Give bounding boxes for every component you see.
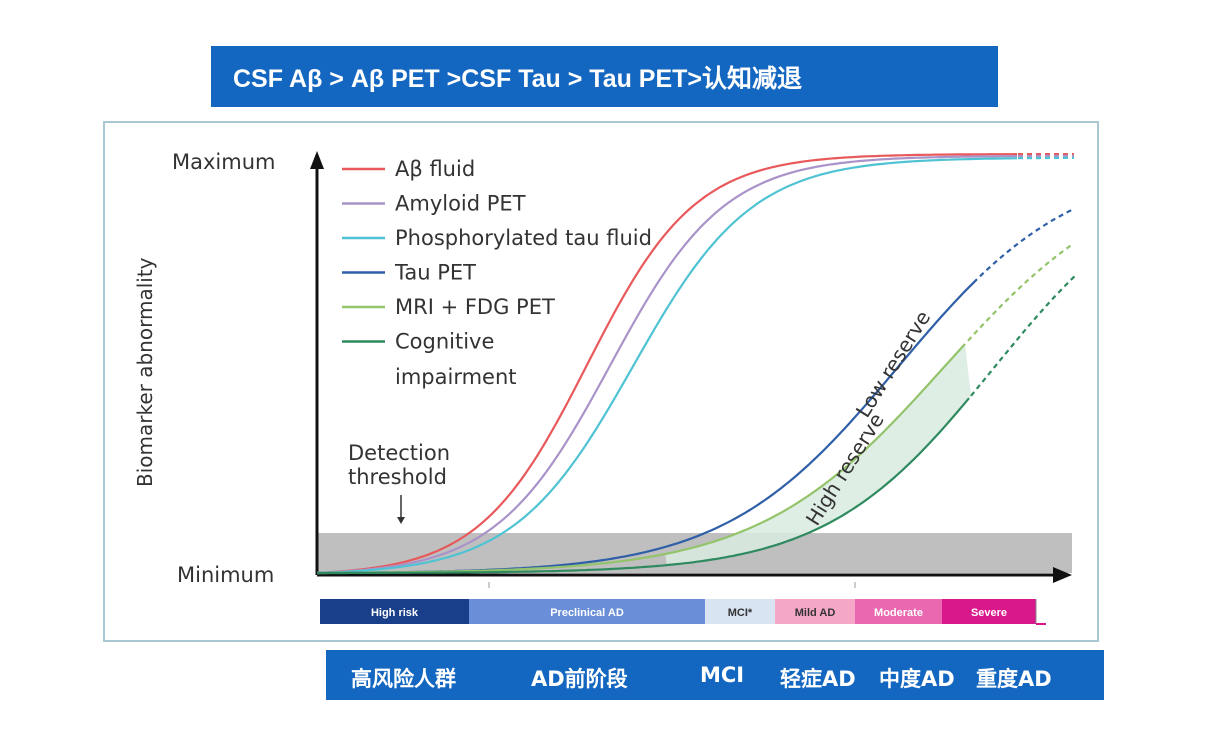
curve-1 <box>316 155 1018 575</box>
curve-0 <box>316 153 1018 575</box>
legend-label-impairment: impairment <box>395 365 517 389</box>
curve-2 <box>316 157 1017 575</box>
y-max-label: Maximum <box>172 150 275 174</box>
axes <box>310 151 1072 583</box>
x-axis-arrow-icon <box>1053 567 1072 583</box>
stage-label-mci: MCI <box>700 663 745 687</box>
curve-extension-5 <box>970 275 1076 397</box>
figure-frame: Biomarker abnormality Maximum Minimum De… <box>103 121 1099 642</box>
title-text: CSF Aβ > Aβ PET >CSF Tau > Tau PET>认知减退 <box>233 64 803 93</box>
stage-segment-4 <box>855 599 942 624</box>
detection-label-line1: Detection <box>348 441 450 465</box>
detection-label-line2: threshold <box>348 465 447 489</box>
y-min-label: Minimum <box>177 563 274 587</box>
biomarker-curves <box>316 153 1076 575</box>
legend-label-4: MRI + FDG PET <box>395 295 555 319</box>
stage-label-moderate: 中度AD <box>879 667 955 691</box>
stage-label-high-risk: 高风险人群 <box>351 667 456 691</box>
curve-5 <box>317 397 970 575</box>
stage-label-mild: 轻症AD <box>780 667 856 691</box>
stage-segment-3 <box>775 599 855 624</box>
reserve-region <box>665 344 971 566</box>
stage-segment-0 <box>320 599 469 624</box>
legend: Aβ fluid Amyloid PET Phosphorylated tau fl… <box>342 157 652 354</box>
stage-label-preclinical: AD前阶段 <box>531 667 628 691</box>
legend-label-2: Phosphorylated tau fluid <box>395 226 652 250</box>
legend-label-1: Amyloid PET <box>395 192 526 216</box>
legend-label-0: Aβ fluid <box>395 157 475 181</box>
stage-label-severe: 重度AD <box>976 667 1052 691</box>
legend-label-3: Tau PET <box>394 261 476 285</box>
y-axis-arrow-icon <box>310 151 324 169</box>
stage-segment-label-5: Severe <box>971 607 1007 619</box>
stage-segment-5 <box>942 599 1036 624</box>
stage-segment-1 <box>469 599 705 624</box>
title-banner: CSF Aβ > Aβ PET >CSF Tau > Tau PET>认知减退 <box>211 46 998 107</box>
stage-segment-2 <box>705 599 775 624</box>
biomarker-diagram: Biomarker abnormality Maximum Minimum De… <box>133 150 1076 625</box>
stage-segment-label-3: Mild AD <box>795 607 836 619</box>
curve-extension-3 <box>979 208 1073 278</box>
bottom-stage-banner: 高风险人群 AD前阶段 MCI 轻症AD 中度AD 重度AD <box>326 650 1104 700</box>
down-arrow-icon <box>397 495 405 524</box>
stage-segment-label-0: High risk <box>371 607 419 619</box>
legend-label-5: Cognitive <box>395 330 494 354</box>
stage-segment-label-2: MCI* <box>728 607 753 619</box>
stage-segment-label-1: Preclinical AD <box>550 607 624 619</box>
stage-segment-label-4: Moderate <box>874 607 923 619</box>
curve-extension-4 <box>967 243 1073 342</box>
stage-bar: High risk Preclinical AD MCI* Mild AD Modera… <box>320 599 1036 624</box>
y-axis-label: Biomarker abnormality <box>133 257 157 487</box>
